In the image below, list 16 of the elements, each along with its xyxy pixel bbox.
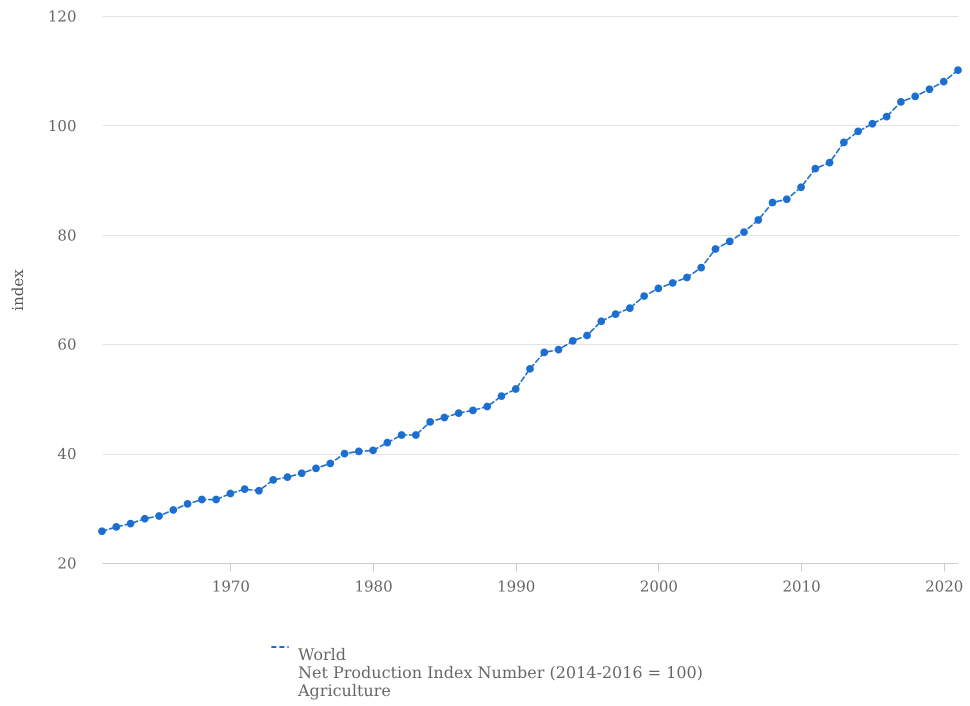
x-tick-label: 2000 bbox=[640, 578, 678, 596]
x-tick-label: 1990 bbox=[497, 578, 536, 596]
y-tick-label: 100 bbox=[48, 116, 76, 135]
text: Agriculture bbox=[297, 681, 391, 700]
y-tick-label: 40 bbox=[57, 445, 76, 464]
y-tick-label: 120 bbox=[48, 8, 76, 26]
text: Net Production Index Number (2014-2016 = 100) bbox=[298, 663, 703, 682]
y-tick-label: 80 bbox=[57, 226, 76, 244]
y-axis-title: index bbox=[8, 268, 27, 311]
y-tick-label: 60 bbox=[57, 336, 76, 354]
x-tick-label: 1970 bbox=[212, 578, 250, 596]
x-tick-label: 2010 bbox=[782, 578, 821, 596]
x-tick-label: 1980 bbox=[354, 578, 393, 596]
legend-label: World bbox=[298, 645, 346, 664]
y-tick-label: 20 bbox=[57, 554, 76, 572]
x-tick-label: 2020 bbox=[925, 578, 964, 596]
